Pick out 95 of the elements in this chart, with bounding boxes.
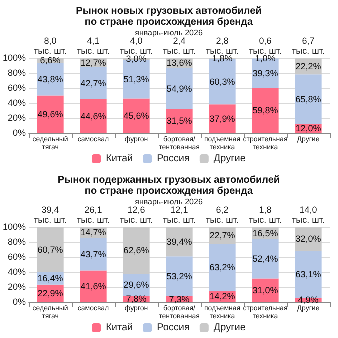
- y-tick-label: 60%: [8, 83, 26, 93]
- data-label: 4,9%: [298, 295, 319, 306]
- legend-label: Китай: [106, 322, 134, 334]
- data-label: 13,6%: [166, 58, 192, 68]
- data-label: 1,8%: [212, 54, 233, 64]
- y-tick-label: 80%: [8, 68, 26, 78]
- bar: [123, 227, 150, 274]
- y-tick-label: 20%: [8, 282, 26, 292]
- data-label: 22,7%: [210, 230, 236, 240]
- data-label: 31,5%: [166, 116, 192, 126]
- bar: [37, 227, 64, 273]
- bar: [80, 68, 107, 100]
- data-label: 52,4%: [252, 254, 278, 264]
- bar: [166, 227, 193, 257]
- y-tick-label: 0%: [13, 128, 26, 138]
- data-label: 1,0%: [255, 53, 276, 64]
- data-label: 12,7%: [80, 58, 106, 68]
- data-label: 44,6%: [80, 111, 106, 122]
- data-label: 43,7%: [80, 249, 106, 260]
- data-label: 39,3%: [252, 68, 278, 78]
- bar: [252, 88, 279, 133]
- data-label: 43,8%: [38, 74, 64, 84]
- data-label: 32,0%: [296, 234, 322, 244]
- y-tick-label: 40%: [8, 98, 26, 108]
- bar: [209, 104, 236, 133]
- bar: [166, 256, 193, 297]
- chart-title: Рынок подержанных грузовых автомобилей по стране происхождения бренда: [58, 175, 280, 197]
- data-label: 14,2%: [210, 292, 236, 302]
- bar: [166, 68, 193, 110]
- data-label: 6,6%: [40, 55, 61, 66]
- data-label: 62,6%: [124, 245, 150, 256]
- y-tick-label: 20%: [8, 113, 26, 123]
- data-label: 3,0%: [126, 54, 147, 64]
- data-label: 51,3%: [124, 74, 150, 85]
- data-label: 49,6%: [38, 109, 64, 120]
- legend-label: Россия: [157, 154, 190, 164]
- data-label: 16,4%: [38, 274, 64, 284]
- data-label: 16,5%: [252, 228, 278, 238]
- data-label: 54,9%: [166, 84, 192, 94]
- text: 12,6 тыс. шт.: [120, 205, 153, 225]
- chart-title: Рынок новых грузовых автомобилей по стране происхождения бренда: [76, 6, 262, 28]
- text: 2,8 тыс. шт.: [206, 36, 239, 56]
- text: 1,8 тыс. шт.: [249, 205, 282, 225]
- data-label: 29,6%: [124, 280, 150, 290]
- text: 6,7 тыс. шт.: [292, 36, 325, 56]
- data-label: 37,9%: [210, 114, 236, 124]
- text: 2,4 тыс. шт.: [163, 36, 196, 56]
- bar: [295, 251, 322, 298]
- legend-label: Другие: [214, 322, 246, 334]
- data-label: 41,6%: [80, 281, 106, 292]
- data-label: 60,3%: [210, 76, 236, 87]
- data-label: 7,8%: [126, 294, 147, 304]
- y-tick-label: 80%: [8, 237, 26, 247]
- data-label: 60,7%: [38, 244, 64, 255]
- data-label: 7,3%: [169, 294, 190, 304]
- text: 8,0 тыс. шт.: [34, 36, 67, 56]
- text: 39,4 тыс. шт.: [34, 205, 67, 225]
- text: 14,0 тыс. шт.: [292, 205, 325, 225]
- y-tick-label: 40%: [8, 267, 26, 277]
- legend-label: Другие: [214, 154, 246, 164]
- data-label: 59,8%: [252, 106, 278, 116]
- data-label: 63,1%: [296, 270, 322, 280]
- legend-label: Китай: [106, 154, 134, 164]
- bar: [123, 98, 150, 133]
- data-label: 39,4%: [166, 236, 192, 247]
- bar: [37, 96, 64, 133]
- text: 26,1 тыс. шт.: [77, 205, 110, 225]
- y-tick-label: 100%: [2, 222, 26, 232]
- legend-label: Россия: [157, 322, 190, 334]
- text: 0,6 тыс. шт.: [249, 36, 282, 56]
- text: 12,1 тыс. шт.: [163, 205, 196, 225]
- bar: [80, 270, 107, 302]
- data-label: 31,0%: [252, 285, 278, 296]
- y-tick-label: 60%: [8, 252, 26, 262]
- text: 6,2 тыс. шт.: [206, 205, 239, 225]
- data-label: 65,8%: [296, 94, 322, 104]
- data-label: 63,2%: [210, 262, 236, 273]
- y-tick-label: 100%: [2, 53, 26, 63]
- data-label: 14,7%: [80, 228, 106, 238]
- data-label: 45,6%: [124, 110, 150, 121]
- data-label: 22,2%: [296, 61, 322, 72]
- bar: [295, 74, 322, 124]
- bar: [80, 238, 107, 271]
- bar: [209, 244, 236, 292]
- text: 4,0 тыс. шт.: [120, 36, 153, 56]
- bar: [80, 100, 107, 133]
- bar: [252, 239, 279, 279]
- data-label: 53,2%: [166, 272, 192, 282]
- data-label: 42,7%: [80, 78, 106, 89]
- chart-subtitle: январь-июль 2026: [135, 28, 204, 38]
- data-label: 12,0%: [296, 124, 322, 134]
- data-label: 22,9%: [38, 288, 64, 298]
- y-tick-label: 0%: [13, 297, 26, 307]
- chart-subtitle: январь-июль 2026: [135, 198, 204, 206]
- text: 4,1 тыс. шт.: [77, 36, 110, 56]
